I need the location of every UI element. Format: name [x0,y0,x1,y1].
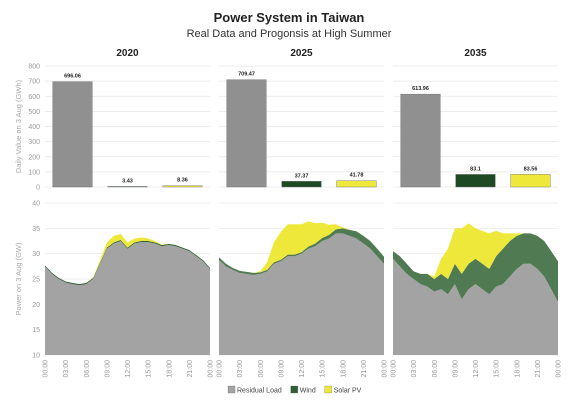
x-tick-label: 00:00 [208,360,215,378]
y-tick-label: 40 [32,201,40,208]
x-tick-label: 12:00 [299,360,306,378]
x-tick-label: 06:00 [84,360,91,378]
legend-swatch [227,385,236,394]
y-tick-label: 30 [32,251,40,258]
x-tick-label: 12:00 [125,360,132,378]
legend-label: Solar PV [334,388,362,395]
value-label: 709.47 [238,72,255,78]
chart-subtitle: Real Data and Progonsis at High Summer [187,28,392,40]
value-label: 696.06 [64,74,81,80]
y-tick-label: 300 [28,139,40,146]
y-tick-label: 25 [32,277,40,284]
bar [336,180,377,188]
value-label: 83.56 [524,166,538,172]
area [393,233,558,302]
x-tick-label: 00:00 [382,360,389,378]
area [393,258,558,355]
x-tick-label: 12:00 [473,360,480,378]
bar [226,79,267,188]
x-tick-label: 15:00 [320,360,327,378]
area [219,221,384,273]
bar [281,181,322,188]
x-tick-label: 06:00 [432,360,439,378]
y-tick-label: 10 [32,353,40,360]
bar [510,174,551,188]
x-tick-label: 15:00 [146,360,153,378]
panel-title: 2035 [464,48,487,59]
x-tick-label: 09:00 [104,360,111,378]
bar [455,174,496,188]
x-tick-label: 00:00 [556,360,563,378]
panel-title: 2025 [290,48,313,59]
x-tick-label: 18:00 [514,360,521,378]
area [219,233,384,355]
x-tick-label: 09:00 [452,360,459,378]
value-label: 613.96 [412,86,429,92]
value-label: 37.37 [295,173,309,179]
x-tick-label: 00:00 [217,360,224,378]
value-label: 8.36 [177,178,188,184]
y-tick-label: 35 [32,226,40,233]
x-tick-label: 00:00 [391,360,398,378]
x-tick-label: 09:00 [278,360,285,378]
legend-swatch [290,385,298,394]
y-tick-label: 15 [32,327,40,334]
bar [400,93,441,188]
x-tick-label: 06:00 [258,360,265,378]
y-axis-label: Power on 3 Aug (GW) [14,242,23,315]
x-tick-label: 00:00 [43,360,50,378]
x-tick-label: 03:00 [411,360,418,378]
area [219,228,384,275]
legend-label: Residual Load [237,388,282,395]
legend-swatch [324,385,332,394]
bar [162,185,203,188]
x-tick-label: 21:00 [187,360,194,378]
chart-title: Power System in Taiwan [214,10,365,25]
y-tick-label: 700 [28,79,40,86]
x-tick-label: 03:00 [63,360,70,378]
y-tick-label: 400 [28,124,40,131]
y-tick-label: 800 [28,64,40,71]
y-tick-label: 500 [28,109,40,116]
x-tick-label: 18:00 [166,360,173,378]
value-label: 3.43 [122,178,133,184]
y-tick-label: 200 [28,154,40,161]
y-tick-label: 100 [28,169,40,176]
x-tick-label: 21:00 [535,360,542,378]
legend-label: Wind [300,388,316,395]
y-axis-label: Daily Value on 3 Aug (GWh) [14,79,23,173]
value-label: 83.1 [470,166,481,172]
panel-title: 2020 [116,48,139,59]
value-label: 41.78 [350,173,364,179]
y-tick-label: 600 [28,94,40,101]
y-tick-label: 0 [36,185,40,192]
area [45,233,210,285]
x-tick-label: 15:00 [494,360,501,378]
x-tick-label: 18:00 [340,360,347,378]
area [45,241,210,355]
bar [107,186,148,188]
area [393,223,558,279]
bar [52,81,93,188]
y-tick-label: 20 [32,302,40,309]
x-tick-label: 21:00 [361,360,368,378]
x-tick-label: 03:00 [237,360,244,378]
